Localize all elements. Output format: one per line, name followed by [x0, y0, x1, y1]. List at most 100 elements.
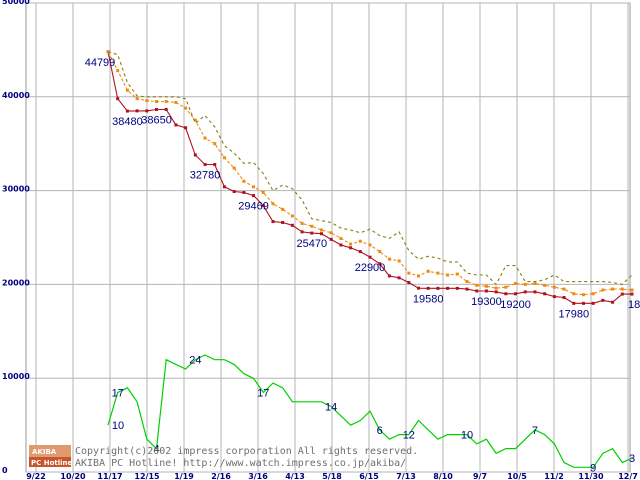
data-point-min-price [135, 109, 139, 113]
data-point-min-price [387, 274, 391, 278]
data-point-average-price [562, 287, 566, 291]
data-point-average-price [572, 292, 576, 296]
y-tick-label: 50000 [2, 0, 30, 6]
watermark: AKIBA PC Hotline Copyright(c)2002 impres… [29, 445, 418, 469]
data-point-min-price [145, 109, 149, 113]
x-tick-label: 8/10 [433, 472, 453, 480]
price-data-label: 17980 [558, 308, 589, 320]
data-point-average-price [174, 100, 178, 104]
data-point-min-price [514, 292, 518, 296]
data-point-average-price [300, 221, 304, 225]
data-point-average-price [329, 231, 333, 235]
data-point-average-price [475, 283, 479, 287]
data-point-average-price [349, 242, 353, 246]
x-tick-label: 3/16 [248, 472, 268, 480]
y-tick-label: 30000 [2, 185, 30, 194]
data-point-average-price [106, 50, 110, 54]
data-point-average-price [203, 136, 207, 140]
data-point-average-price [145, 99, 149, 103]
count-data-label: 7 [532, 425, 538, 437]
data-point-min-price [552, 295, 556, 299]
data-point-min-price [281, 220, 285, 224]
data-point-min-price [572, 301, 576, 305]
data-point-min-price [455, 286, 459, 290]
data-point-min-price [164, 107, 168, 111]
count-data-label: 9 [590, 462, 596, 474]
data-point-average-price [135, 97, 139, 101]
data-point-average-price [581, 293, 585, 297]
data-point-min-price [203, 163, 207, 167]
data-point-average-price [319, 228, 323, 232]
data-point-average-price [465, 280, 469, 284]
data-point-min-price [397, 276, 401, 280]
logo-top-text: AKIBA [32, 448, 57, 456]
count-data-label: 6 [377, 425, 383, 437]
data-point-min-price [484, 289, 488, 293]
data-point-average-price [261, 190, 265, 194]
data-point-average-price [523, 282, 527, 286]
data-point-min-price [611, 300, 615, 304]
data-point-average-price [417, 274, 421, 278]
data-point-min-price [494, 290, 498, 294]
data-point-min-price [533, 290, 537, 294]
count-data-label: 4 [153, 444, 159, 456]
data-point-average-price [552, 285, 556, 289]
logo-top-block [29, 445, 71, 457]
data-point-average-price [455, 272, 459, 276]
x-tick-label: 1/19 [174, 472, 194, 480]
logo-bottom-block [29, 457, 71, 467]
data-point-average-price [504, 285, 508, 289]
data-point-min-price [349, 246, 353, 250]
count-data-label: 17 [112, 387, 124, 399]
data-point-min-price [339, 243, 343, 247]
x-tick-label: 12/15 [134, 472, 160, 480]
data-point-average-price [533, 281, 537, 285]
data-point-average-price [222, 156, 226, 160]
data-point-average-price [281, 207, 285, 211]
data-point-average-price [242, 179, 246, 183]
data-point-min-price [242, 190, 246, 194]
x-tick-label: 7/13 [396, 472, 416, 480]
data-point-average-price [446, 273, 450, 277]
data-point-average-price [407, 271, 411, 275]
series-layer [106, 50, 634, 468]
data-point-average-price [494, 286, 498, 290]
x-tick-label: 11/17 [97, 472, 122, 480]
data-point-average-price [426, 269, 430, 273]
x-tick-label: 6/15 [359, 472, 379, 480]
price-data-label: 22900 [355, 262, 386, 274]
data-point-min-price [116, 97, 120, 101]
series-line-max-price [107, 51, 633, 286]
data-point-min-price [523, 290, 527, 294]
data-point-min-price [125, 109, 129, 113]
data-point-min-price [562, 296, 566, 300]
data-point-average-price [155, 99, 159, 103]
data-point-min-price [591, 301, 595, 305]
data-point-average-price [378, 250, 382, 254]
x-tick-label: 11/2 [544, 472, 564, 480]
x-tick-label: 9/22 [26, 472, 46, 480]
footer-url-text: AKIBA PC Hotline! http://www.watch.impre… [75, 458, 406, 469]
data-point-min-price [368, 255, 372, 259]
data-point-average-price [164, 99, 168, 103]
data-point-min-price [358, 250, 362, 254]
data-point-min-price [426, 286, 430, 290]
data-point-min-price [193, 153, 197, 157]
x-tick-label: 10/20 [60, 472, 86, 480]
data-point-average-price [630, 288, 634, 292]
data-point-min-price [620, 292, 624, 296]
x-tick-label: 10/5 [507, 472, 527, 480]
data-point-average-price [514, 281, 518, 285]
count-data-label: 10 [461, 430, 473, 442]
count-data-label: 24 [189, 355, 201, 367]
data-point-min-price [475, 289, 479, 293]
price-data-label: 29469 [238, 201, 269, 213]
price-data-label: 19200 [500, 299, 531, 311]
x-tick-label: 2/16 [211, 472, 231, 480]
data-point-min-price [417, 286, 421, 290]
count-data-label: 10 [112, 420, 124, 432]
price-data-label: 19580 [413, 293, 444, 305]
